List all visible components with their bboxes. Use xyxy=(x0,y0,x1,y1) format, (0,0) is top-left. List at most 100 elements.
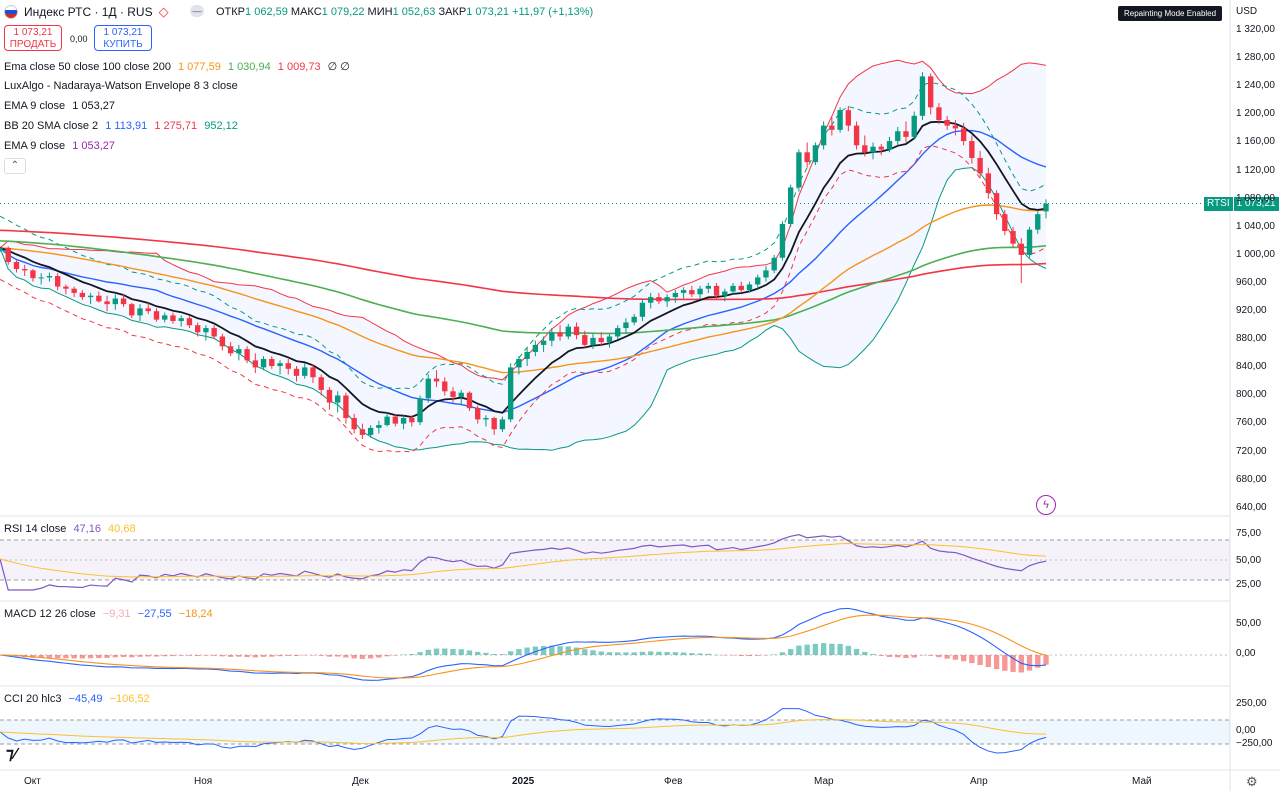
tradingview-logo: ⁊⁄ xyxy=(6,746,17,763)
candle-body xyxy=(442,381,448,392)
macd-histogram-bar xyxy=(524,647,530,655)
macd-histogram-bar xyxy=(960,655,967,662)
macd-histogram-bar xyxy=(153,655,160,657)
macd-histogram-bar xyxy=(244,655,250,658)
macd-histogram-bar xyxy=(919,655,926,656)
macd-histogram-bar xyxy=(343,655,349,658)
macd-histogram-bar xyxy=(483,652,489,655)
candle-body xyxy=(664,297,670,302)
macd-histogram-bar xyxy=(656,651,662,655)
candle-body xyxy=(631,316,637,323)
macd-histogram-bar xyxy=(730,655,736,656)
currency-selector[interactable]: USD xyxy=(1236,6,1258,17)
bookmark-icon[interactable]: ◇ xyxy=(158,4,169,19)
candle-body xyxy=(845,110,852,126)
time-label-feb: Фев xyxy=(664,776,683,787)
cci-ma-line xyxy=(0,719,1047,745)
macd-histogram-bar xyxy=(1010,655,1016,672)
price-axis-label: 1 040,00 xyxy=(1236,220,1275,232)
cci-line xyxy=(0,708,1047,754)
legend-ema9-b[interactable]: EMA 9 close 1 053,27 xyxy=(4,140,119,152)
symbol-title[interactable]: Индекс РТС · 1Д · RUS xyxy=(24,5,153,19)
cci-band xyxy=(0,720,1230,744)
buy-button[interactable]: 1 073,21 КУПИТЬ xyxy=(94,25,152,51)
ema9-value: 1 053,27 xyxy=(72,100,116,112)
candle-body xyxy=(862,145,868,153)
candle-body xyxy=(79,292,86,298)
rsi-axis-25: 25,00 xyxy=(1236,579,1262,590)
macd-histogram-bar xyxy=(532,646,539,655)
candle-body xyxy=(952,125,959,129)
candle-body xyxy=(1035,214,1041,230)
open-value: 1 062,59 xyxy=(245,6,288,18)
candle-body xyxy=(5,247,11,262)
bb-lower-value: 952,12 xyxy=(204,120,238,132)
candle-body xyxy=(1018,243,1024,255)
legend-ema-multi[interactable]: Ema close 50 close 100 close 200 1 077,5… xyxy=(4,60,354,73)
rsi-ma-value: 40,68 xyxy=(108,523,136,535)
macd-histogram-bar xyxy=(639,651,646,655)
macd-hist-value: −9,31 xyxy=(102,608,131,620)
macd-histogram-bar xyxy=(771,654,777,656)
candle-body xyxy=(145,308,151,312)
gear-icon[interactable]: ⚙ xyxy=(1246,774,1258,789)
macd-histogram-bar xyxy=(812,643,819,655)
macd-histogram-bar xyxy=(779,652,786,655)
macd-histogram-bar xyxy=(705,653,711,655)
candle-body xyxy=(507,367,514,420)
macd-histogram-bar xyxy=(475,651,481,655)
macd-histogram-bar xyxy=(400,654,407,656)
legend-bb[interactable]: BB 20 SMA close 2 1 113,91 1 275,71 952,… xyxy=(4,120,242,132)
macd-legend[interactable]: MACD 12 26 close −9,31 −27,55 −18,24 xyxy=(4,608,217,620)
high-value: 1 079,22 xyxy=(321,6,365,18)
macd-histogram-bar xyxy=(615,652,621,655)
rsi-legend[interactable]: RSI 14 close 47,16 40,68 xyxy=(4,523,140,535)
macd-histogram-bar xyxy=(491,654,497,655)
sell-button[interactable]: 1 073,21 ПРОДАТЬ xyxy=(4,25,62,51)
candle-body xyxy=(1026,229,1033,255)
macd-histogram-bar xyxy=(318,655,324,656)
cci-value: −45,49 xyxy=(68,693,103,705)
ema9-value: 1 053,27 xyxy=(72,140,116,152)
symbol-header: Индекс РТС · 1Д · RUS ◇ xyxy=(4,4,169,20)
ema200-value: 1 009,73 xyxy=(277,61,321,73)
macd-histogram-bar xyxy=(326,655,333,657)
price-axis-label: 920,00 xyxy=(1236,305,1267,316)
price-axis-label: 640,00 xyxy=(1236,501,1267,513)
collapse-legend-button[interactable]: ⌃ xyxy=(4,158,26,174)
candle-body xyxy=(1010,231,1016,244)
candle-body xyxy=(713,285,720,296)
price-axis-label: 880,00 xyxy=(1236,333,1267,345)
ema50-line xyxy=(0,204,1047,374)
macd-histogram-bar xyxy=(310,655,316,656)
candle-body xyxy=(763,270,769,278)
macd-histogram-bar xyxy=(845,645,852,655)
candle-body xyxy=(450,391,456,397)
cci-legend[interactable]: CCI 20 hlc3 −45,49 −106,52 xyxy=(4,693,154,705)
macd-histogram-bar xyxy=(96,655,102,659)
low-label: МИН xyxy=(367,6,393,18)
macd-histogram-bar xyxy=(697,653,703,655)
rsi-line xyxy=(0,534,1047,591)
macd-histogram-bar xyxy=(335,655,341,657)
spread-value: 0,00 xyxy=(70,34,88,44)
candle-body xyxy=(13,261,20,269)
legend-nadaraya[interactable]: LuxAlgo - Nadaraya-Watson Envelope 8 3 c… xyxy=(4,80,242,92)
eye-icon[interactable]: — xyxy=(190,5,204,17)
candle-body xyxy=(359,429,366,435)
macd-histogram-bar xyxy=(227,655,234,657)
macd-histogram-bar xyxy=(804,644,810,655)
macd-histogram-bar xyxy=(442,648,448,655)
cci-axis-0: 0,00 xyxy=(1236,725,1256,736)
macd-histogram-bar xyxy=(820,643,827,655)
russia-flag-icon xyxy=(4,5,18,19)
candle-body xyxy=(672,292,679,298)
legend-ema9-a[interactable]: EMA 9 close 1 053,27 xyxy=(4,100,119,112)
lightning-icon[interactable]: ϟ xyxy=(1036,495,1056,515)
candle-body xyxy=(376,425,382,428)
price-axis-label: 840,00 xyxy=(1236,361,1267,373)
cci-label: CCI 20 hlc3 xyxy=(4,693,62,705)
candle-body xyxy=(54,276,61,287)
candle-body xyxy=(475,408,481,420)
